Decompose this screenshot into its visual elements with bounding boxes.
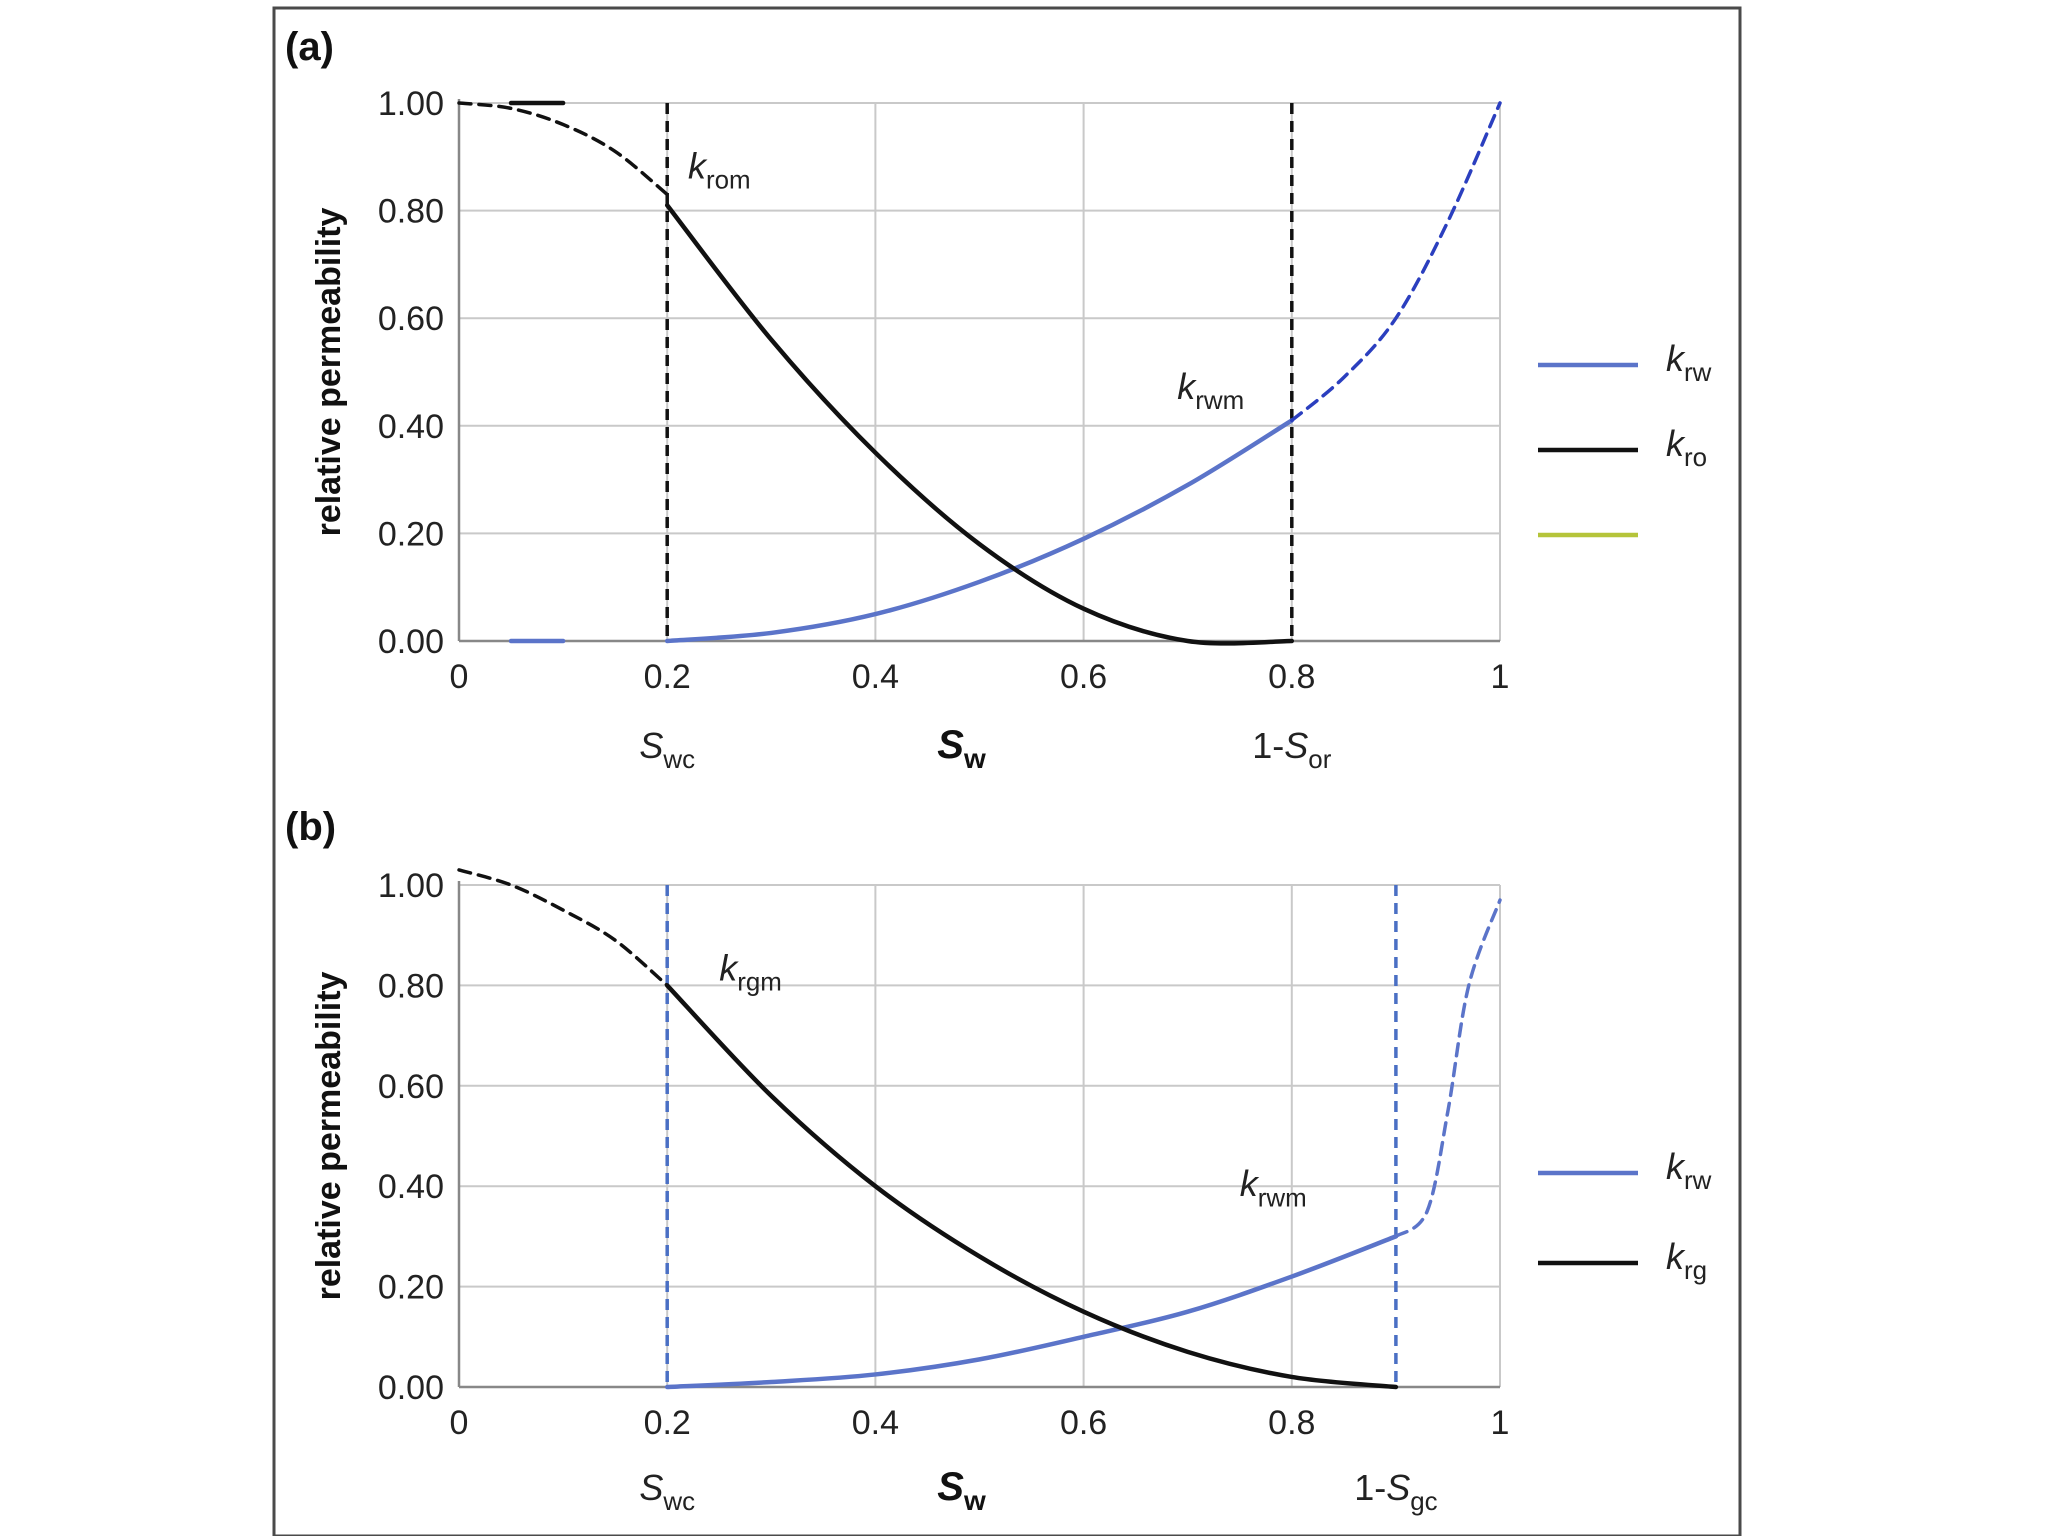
y-axis-title: relative permeability: [310, 971, 348, 1300]
x-axis-title-main: S: [937, 723, 964, 767]
reference-line-label-sub: gc: [1410, 1488, 1437, 1516]
series-line-kro: [664, 202, 1295, 646]
y-tick-label: 0.00: [378, 623, 444, 661]
reference-line-label-sub: wc: [662, 1488, 695, 1516]
x-tick-label: 0.8: [1268, 658, 1315, 696]
x-tick-label: 0: [450, 1404, 469, 1442]
y-tick-label: 0.20: [378, 515, 444, 553]
x-axis-title-sub: w: [963, 1485, 986, 1516]
panel-label: (b): [285, 805, 336, 849]
legend-label: kro: [1666, 423, 1707, 472]
legend-label-main: k: [1666, 1236, 1686, 1277]
annotation-label-main: k: [719, 947, 739, 988]
panel-label: (a): [285, 25, 334, 69]
series-line-krw-dashed: [1290, 101, 1502, 423]
series-line-krg-dashed: [457, 868, 669, 988]
x-tick-label: 0.4: [852, 658, 899, 696]
reference-line-label: Swc: [639, 725, 695, 774]
x-tick-label: 0.8: [1268, 1404, 1315, 1442]
series-line-krw: [664, 418, 1295, 644]
y-tick-label: 1.00: [378, 85, 444, 123]
y-axis-title: relative permeability: [310, 207, 348, 536]
legend-label-sub: rw: [1684, 1167, 1712, 1195]
series-line-kro-dashed: [457, 101, 669, 197]
reference-line-label-sub: or: [1308, 746, 1331, 774]
y-tick-label: 1.00: [378, 867, 444, 905]
annotation-label-main: k: [688, 145, 708, 186]
figure-frame: [272, 6, 1742, 1536]
annotation-label: krwm: [1177, 366, 1244, 415]
annotation-label: krom: [688, 145, 751, 194]
x-axis-title-sub: w: [963, 743, 986, 774]
x-tick-label: 0.6: [1060, 1404, 1107, 1442]
x-tick-label: 0.6: [1060, 658, 1107, 696]
x-tick-label: 0: [450, 658, 469, 696]
reference-line-label-main: S: [1284, 725, 1308, 766]
reference-line-label-prefix: 1-: [1252, 725, 1284, 766]
legend-label-main: k: [1666, 423, 1686, 464]
annotation-label: krgm: [719, 947, 782, 996]
reference-line-label-main: S: [639, 1467, 663, 1508]
annotation-label-main: k: [1240, 1163, 1260, 1204]
y-tick-label: 0.80: [378, 967, 444, 1005]
y-tick-label: 0.40: [378, 408, 444, 446]
y-tick-label: 0.40: [378, 1168, 444, 1206]
legend-label-main: k: [1666, 338, 1686, 379]
legend-label: krw: [1666, 1146, 1712, 1195]
annotation-label-main: k: [1177, 366, 1197, 407]
x-tick-label: 1: [1491, 1404, 1510, 1442]
legend-label: krg: [1666, 1236, 1707, 1285]
x-tick-label: 0.2: [644, 658, 691, 696]
annotation-label-sub: rgm: [737, 968, 782, 996]
y-tick-label: 0.60: [378, 300, 444, 338]
x-tick-label: 0.4: [852, 1404, 899, 1442]
x-tick-label: 1: [1491, 658, 1510, 696]
annotation-label-sub: rwm: [1195, 387, 1244, 415]
annotation-label-sub: rom: [706, 166, 751, 194]
reference-line-label: 1-Sor: [1252, 725, 1331, 774]
x-tick-label: 0.2: [644, 1404, 691, 1442]
chart-panels: (a)0.000.200.400.600.801.000 0.2 0.4 0.6 0.8…: [285, 25, 1712, 1516]
annotation-label: krwm: [1240, 1163, 1307, 1212]
legend-label-sub: ro: [1684, 444, 1707, 472]
chart-panel-a: (a) 0.00 0.20 0.40 0.60 0.80 1.00 0 0.2 0.4 0.6 0.8…: [285, 25, 1712, 774]
reference-line-label-prefix: 1-: [1354, 1467, 1386, 1508]
y-tick-label: 0.60: [378, 1068, 444, 1106]
x-axis-title: Sw: [937, 723, 986, 774]
legend-label-sub: rg: [1684, 1257, 1707, 1285]
y-tick-label: 0.00: [378, 1369, 444, 1407]
y-tick-label: 0.80: [378, 193, 444, 231]
legend-label-main: k: [1666, 1146, 1686, 1187]
annotation-label-sub: rwm: [1258, 1184, 1307, 1212]
chart-panel-b: (b) 0.00 0.20 0.40 0.60 0.80 1.00 0 0.2 0.4 0.6 0.8…: [285, 805, 1712, 1516]
reference-line-label-main: S: [639, 725, 663, 766]
reference-line-label: Swc: [639, 1467, 695, 1516]
legend-label-sub: rw: [1684, 359, 1712, 387]
reference-line-label: 1-Sgc: [1354, 1467, 1437, 1516]
x-axis-title: Sw: [937, 1465, 986, 1516]
legend-label: krw: [1666, 338, 1712, 387]
y-tick-label: 0.20: [378, 1269, 444, 1307]
series-line-krw: [664, 1234, 1399, 1390]
x-axis-title-main: S: [937, 1465, 964, 1509]
reference-line-label-sub: wc: [662, 746, 695, 774]
series-line-krw-dashed: [1394, 898, 1502, 1239]
reference-line-label-main: S: [1386, 1467, 1410, 1508]
series-line-krg: [664, 983, 1399, 1390]
